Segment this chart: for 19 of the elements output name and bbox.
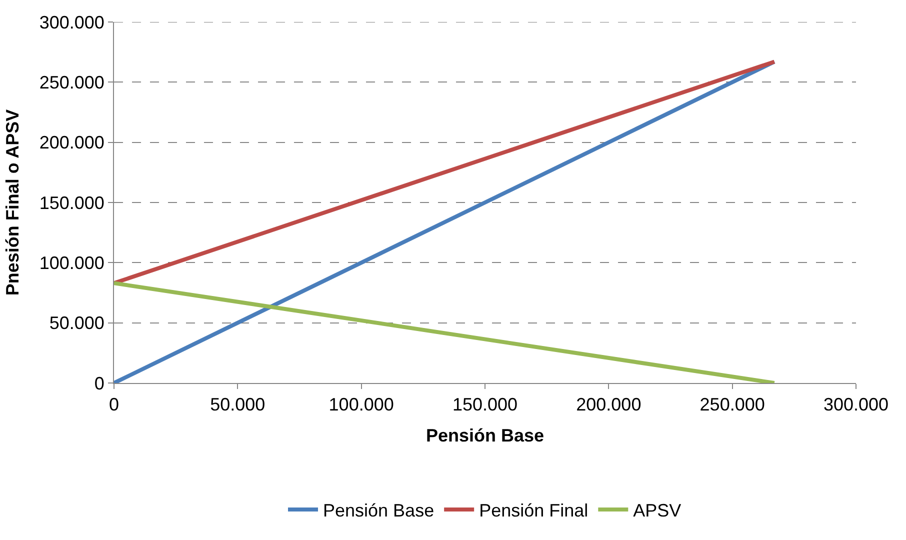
x-tick-label: 100.000 bbox=[328, 394, 394, 415]
y-tick-label: 200.000 bbox=[39, 132, 104, 153]
legend-label: APSV bbox=[633, 500, 682, 521]
y-tick-label: 150.000 bbox=[39, 192, 104, 213]
y-axis-title: Pnesión Final o APSV bbox=[2, 109, 23, 296]
x-tick-label: 300.000 bbox=[823, 394, 889, 415]
y-tick-label: 300.000 bbox=[39, 12, 104, 32]
y-tick-label: 100.000 bbox=[39, 252, 104, 273]
x-tick-label: 200.000 bbox=[576, 394, 642, 415]
x-axis-title: Pensión Base bbox=[426, 426, 544, 446]
x-tick-label: 150.000 bbox=[452, 394, 518, 415]
y-tick-label: 0 bbox=[94, 373, 104, 394]
x-tick-label: 50.000 bbox=[210, 394, 266, 415]
y-tick-label: 50.000 bbox=[49, 313, 104, 334]
legend-label: Pensión Base bbox=[323, 500, 434, 521]
legend-label: Pensión Final bbox=[479, 500, 588, 521]
x-tick-label: 0 bbox=[108, 394, 120, 415]
x-tick-label: 250.000 bbox=[700, 394, 765, 415]
y-tick-label: 250.000 bbox=[39, 72, 104, 92]
